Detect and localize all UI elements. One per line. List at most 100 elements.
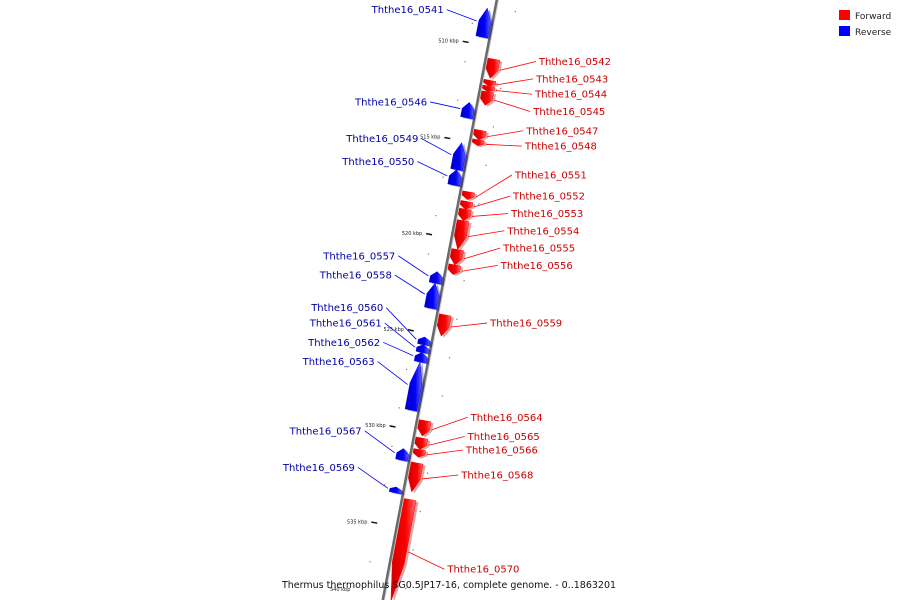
legend-label-forward: Forward	[855, 12, 891, 22]
gene-Ththe16_0545[interactable]	[480, 90, 497, 107]
gene-Ththe16_0564[interactable]	[417, 419, 434, 438]
legend-label-reverse: Reverse	[855, 28, 892, 38]
gene-Ththe16_0542[interactable]	[485, 57, 503, 80]
gene-arrow	[460, 102, 475, 120]
gene-label-Ththe16_0542[interactable]: Ththe16_0542	[538, 57, 611, 68]
gene-arrow	[447, 169, 462, 187]
gene-arrow	[473, 128, 487, 141]
leader-Ththe16_0551	[475, 174, 513, 198]
gene-arrow	[412, 448, 426, 458]
gene-labels: Ththe16_0541 Ththe16_0542 Ththe16_0543 Thth…	[282, 5, 611, 576]
gene-label-Ththe16_0547[interactable]: Ththe16_0547	[525, 126, 598, 137]
leader-Ththe16_0566	[426, 449, 463, 456]
tick-525-kbp	[407, 329, 414, 332]
legend-swatch-forward	[839, 10, 850, 20]
gene-label-Ththe16_0565[interactable]: Ththe16_0565	[467, 432, 540, 443]
tick-535-kbp	[371, 521, 378, 524]
gene-label-Ththe16_0558[interactable]: Ththe16_0558	[319, 271, 392, 282]
gene-arrow	[447, 263, 461, 275]
gene-label-Ththe16_0541[interactable]: Ththe16_0541	[371, 5, 444, 16]
leader-Ththe16_0568	[422, 474, 459, 480]
gene-Ththe16_0569[interactable]	[389, 486, 405, 496]
gene-label-Ththe16_0543[interactable]: Ththe16_0543	[535, 74, 608, 85]
gene-arrow	[417, 336, 431, 347]
minor-tick-537-kbp	[369, 561, 371, 563]
gene-Ththe16_0546[interactable]	[460, 102, 477, 121]
gene-arrow	[454, 219, 470, 251]
leader-Ththe16_0561	[384, 322, 416, 348]
gene-label-Ththe16_0553[interactable]: Ththe16_0553	[510, 209, 583, 220]
leader-Ththe16_0560	[385, 307, 417, 340]
gene-label-Ththe16_0557[interactable]: Ththe16_0557	[322, 251, 395, 262]
gene-label-Ththe16_0563[interactable]: Ththe16_0563	[302, 357, 375, 368]
leader-Ththe16_0569	[357, 466, 389, 489]
gene-label-Ththe16_0564[interactable]: Ththe16_0564	[470, 413, 543, 424]
gene-label-Ththe16_0551[interactable]: Ththe16_0551	[514, 171, 587, 182]
gene-Ththe16_0567[interactable]	[395, 448, 411, 463]
gene-arrow	[424, 282, 440, 310]
gene-Ththe16_0554[interactable]	[454, 219, 472, 252]
leader-Ththe16_0553	[472, 213, 509, 217]
gene-Ththe16_0565[interactable]	[414, 436, 431, 452]
leader-Ththe16_0556	[461, 264, 498, 272]
legend-item-reverse[interactable]: Reverse	[839, 26, 892, 38]
leader-Ththe16_0565	[428, 436, 465, 446]
gene-label-Ththe16_0550[interactable]: Ththe16_0550	[341, 157, 414, 168]
leader-Ththe16_0546	[430, 101, 461, 109]
leader-Ththe16_0554	[468, 230, 505, 238]
gene-Ththe16_0559[interactable]	[436, 313, 454, 338]
gene-Ththe16_0558[interactable]	[424, 282, 442, 311]
gene-label-Ththe16_0566[interactable]: Ththe16_0566	[465, 446, 538, 457]
gene-Ththe16_0550[interactable]	[447, 169, 464, 188]
gene-label-Ththe16_0561[interactable]: Ththe16_0561	[309, 319, 382, 330]
gene-arrow	[461, 190, 475, 200]
gene-Ththe16_0547[interactable]	[473, 128, 489, 142]
gene-Ththe16_0570[interactable]	[390, 498, 419, 600]
gene-Ththe16_0556[interactable]	[447, 263, 464, 277]
leader-Ththe16_0558	[394, 274, 426, 295]
gene-label-Ththe16_0552[interactable]: Ththe16_0552	[512, 192, 585, 203]
gene-label-Ththe16_0544[interactable]: Ththe16_0544	[534, 90, 607, 101]
gene-label-Ththe16_0549[interactable]: Ththe16_0549	[345, 134, 418, 145]
gene-Ththe16_0552[interactable]	[459, 200, 476, 211]
gene-label-Ththe16_0555[interactable]: Ththe16_0555	[502, 244, 575, 255]
gene-label-Ththe16_0560[interactable]: Ththe16_0560	[310, 303, 383, 314]
gene-Ththe16_0548[interactable]	[471, 138, 487, 148]
gene-label-Ththe16_0554[interactable]: Ththe16_0554	[506, 226, 579, 237]
gene-Ththe16_0563[interactable]	[404, 361, 425, 413]
gene-label-Ththe16_0562[interactable]: Ththe16_0562	[307, 338, 380, 349]
minor-tick-514-kbp	[492, 126, 494, 128]
leader-Ththe16_0563	[377, 361, 408, 385]
gene-Ththe16_0549[interactable]	[450, 142, 468, 173]
gene-Ththe16_0541[interactable]	[475, 7, 494, 40]
gene-label-Ththe16_0548[interactable]: Ththe16_0548	[524, 142, 597, 153]
tick-label-515-kbp: 515 kbp	[420, 135, 440, 141]
tick-530-kbp	[389, 425, 396, 428]
tick-label-510-kbp: 510 kbp	[438, 39, 458, 45]
scale-minor-ticks	[369, 10, 516, 590]
gene-arrow	[390, 498, 417, 600]
minor-tick-513-kbp	[457, 99, 459, 101]
gene-label-Ththe16_0546[interactable]: Ththe16_0546	[354, 97, 427, 108]
gene-label-Ththe16_0567[interactable]: Ththe16_0567	[289, 426, 362, 437]
gene-Ththe16_0543[interactable]	[483, 78, 499, 88]
gene-label-Ththe16_0559[interactable]: Ththe16_0559	[489, 319, 562, 330]
leader-Ththe16_0547	[487, 130, 524, 138]
gene-Ththe16_0566[interactable]	[412, 448, 429, 459]
gene-Ththe16_0555[interactable]	[449, 248, 467, 267]
gene-arrow	[449, 248, 464, 266]
gene-Ththe16_0557[interactable]	[428, 271, 445, 286]
minor-tick-523-kbp	[420, 291, 422, 294]
gene-label-Ththe16_0545[interactable]: Ththe16_0545	[532, 107, 605, 118]
gene-label-Ththe16_0570[interactable]: Ththe16_0570	[446, 565, 519, 576]
gene-Ththe16_0553[interactable]	[458, 207, 474, 223]
gene-arrow	[414, 436, 429, 450]
legend-item-forward[interactable]: Forward	[839, 10, 891, 22]
gene-Ththe16_0551[interactable]	[461, 190, 478, 202]
gene-Ththe16_0544[interactable]	[482, 84, 498, 94]
gene-label-Ththe16_0568[interactable]: Ththe16_0568	[460, 471, 533, 482]
leader-Ththe16_0552	[473, 195, 511, 208]
gene-label-Ththe16_0569[interactable]: Ththe16_0569	[282, 463, 355, 474]
gene-Ththe16_0568[interactable]	[408, 461, 426, 494]
gene-label-Ththe16_0556[interactable]: Ththe16_0556	[500, 261, 573, 272]
